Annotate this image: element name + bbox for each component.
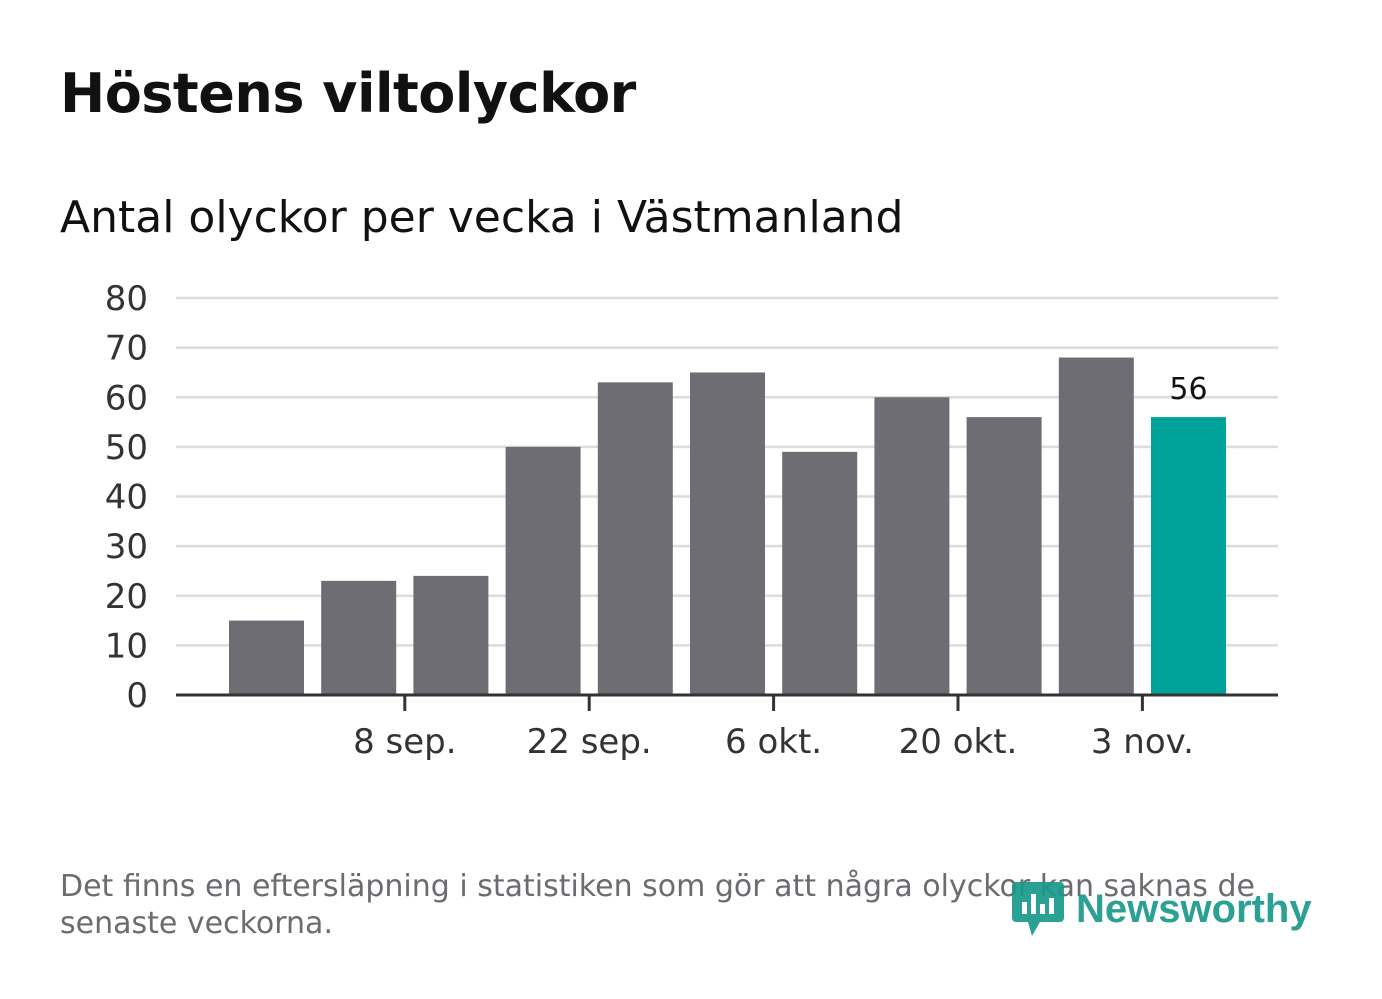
y-tick-label: 50: [105, 428, 148, 468]
bar: [413, 575, 489, 695]
bar: [782, 451, 858, 695]
chart-title: Höstens viltolyckor: [60, 62, 636, 125]
labels: 0 10 20 30 40 50 60 70 80 56 8 sep. 22 sep. 6 okt. 20…: [105, 279, 1208, 762]
y-tick-label: 70: [105, 329, 148, 369]
bar-highlight: [1151, 417, 1226, 695]
y-tick-label: 80: [105, 279, 148, 319]
chart-subtitle: Antal olyckor per vecka i Västmanland: [60, 192, 904, 243]
bar: [1058, 357, 1134, 695]
x-tick-label: 6 okt.: [725, 722, 822, 762]
bar: [229, 620, 304, 695]
newsworthy-logo-icon: [1012, 882, 1064, 936]
bar: [874, 397, 950, 695]
y-tick-label: 40: [105, 478, 148, 518]
data-label: 56: [1169, 372, 1207, 407]
brand-logo[interactable]: Newsworthy: [1010, 878, 1312, 940]
bar: [505, 446, 581, 695]
x-tick-label: 22 sep.: [527, 722, 652, 762]
y-tick-label: 0: [126, 676, 148, 716]
bar: [321, 580, 397, 695]
y-tick-label: 30: [105, 527, 148, 567]
bar: [966, 417, 1042, 695]
bars: [229, 357, 1226, 695]
bar: [597, 382, 673, 695]
x-tick-label: 3 nov.: [1091, 722, 1194, 762]
x-tick-label: 20 okt.: [899, 722, 1018, 762]
brand-name: Newsworthy: [1076, 886, 1312, 931]
bar: [690, 372, 765, 695]
y-tick-label: 20: [105, 577, 148, 617]
axes: [176, 693, 1278, 711]
y-tick-label: 10: [105, 626, 148, 666]
y-tick-label: 60: [105, 378, 148, 418]
x-tick-label: 8 sep.: [353, 722, 456, 762]
